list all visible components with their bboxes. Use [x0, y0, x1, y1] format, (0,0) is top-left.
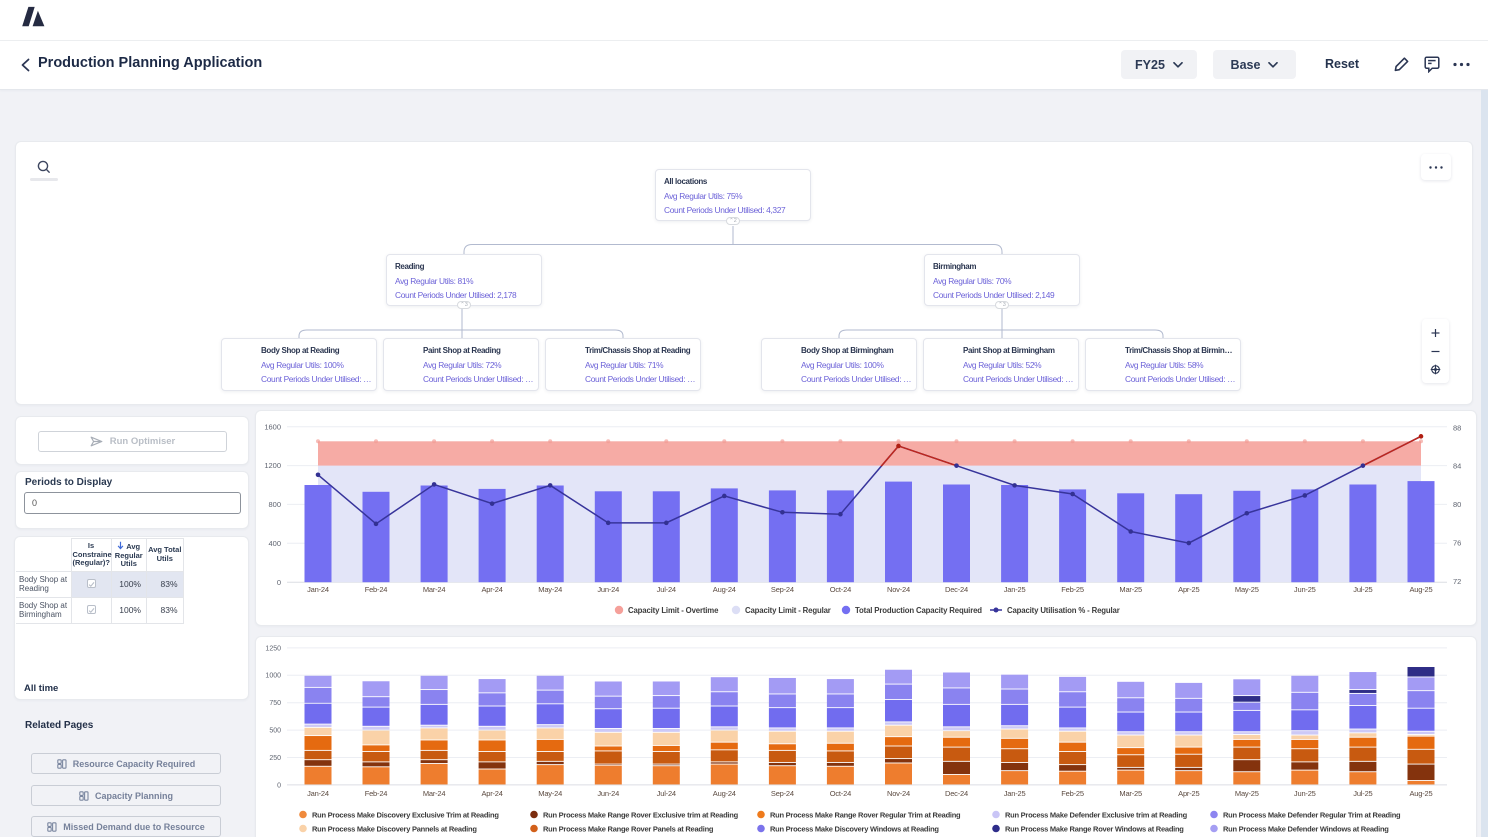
svg-text:Run Process Make Discovery Pan: Run Process Make Discovery Pannels at Re…	[312, 824, 477, 833]
svg-text:Mar-25: Mar-25	[1119, 789, 1142, 798]
svg-text:Jan-24: Jan-24	[307, 585, 329, 594]
svg-text:May-24: May-24	[538, 585, 562, 594]
svg-text:88: 88	[1453, 423, 1461, 432]
svg-text:Jan-25: Jan-25	[1004, 789, 1026, 798]
svg-text:Jun-24: Jun-24	[597, 585, 619, 594]
svg-text:Mar-24: Mar-24	[423, 585, 446, 594]
svg-text:Jun-24: Jun-24	[597, 789, 619, 798]
svg-text:Apr-25: Apr-25	[1178, 789, 1199, 798]
svg-text:Run Process Make Range Rover R: Run Process Make Range Rover Regular Tri…	[770, 810, 961, 819]
svg-text:Run Process Make Discovery Exc: Run Process Make Discovery Exclusive Tri…	[312, 810, 499, 819]
svg-text:400: 400	[268, 539, 281, 548]
svg-text:May-24: May-24	[538, 789, 562, 798]
svg-text:May-25: May-25	[1235, 789, 1259, 798]
svg-text:Run Process Make Discovery Win: Run Process Make Discovery Windows at Re…	[770, 824, 939, 833]
svg-text:500: 500	[269, 728, 281, 735]
svg-text:Jul-25: Jul-25	[1353, 585, 1372, 594]
svg-text:Apr-24: Apr-24	[481, 789, 502, 798]
svg-text:Apr-25: Apr-25	[1178, 585, 1199, 594]
svg-text:250: 250	[269, 755, 281, 762]
svg-text:Jul-24: Jul-24	[657, 585, 676, 594]
svg-text:1200: 1200	[264, 461, 281, 470]
svg-text:80: 80	[1453, 500, 1461, 509]
svg-text:1250: 1250	[265, 645, 281, 652]
svg-text:Aug-25: Aug-25	[1410, 585, 1433, 594]
svg-text:Feb-24: Feb-24	[365, 585, 388, 594]
svg-text:Jun-25: Jun-25	[1294, 585, 1316, 594]
svg-text:Total Production Capacity Requ: Total Production Capacity Required	[855, 606, 982, 615]
svg-text:Aug-25: Aug-25	[1410, 789, 1433, 798]
svg-text:Feb-25: Feb-25	[1061, 585, 1084, 594]
svg-text:Run Process Make Defender Excl: Run Process Make Defender Exclusive trim…	[1005, 810, 1188, 819]
svg-text:Dec-24: Dec-24	[945, 789, 968, 798]
svg-text:1000: 1000	[265, 673, 281, 680]
svg-text:84: 84	[1453, 462, 1461, 471]
svg-text:72: 72	[1453, 577, 1461, 586]
svg-text:Nov-24: Nov-24	[887, 789, 910, 798]
svg-text:Jul-24: Jul-24	[657, 789, 676, 798]
svg-text:Jan-25: Jan-25	[1004, 585, 1026, 594]
svg-text:Capacity Utilisation % - Regul: Capacity Utilisation % - Regular	[1007, 606, 1120, 615]
svg-text:Nov-24: Nov-24	[887, 585, 910, 594]
svg-text:Run Process Make Range Rover W: Run Process Make Range Rover Windows at …	[1005, 824, 1184, 833]
svg-text:Run Process Make Range Rover P: Run Process Make Range Rover Panels at R…	[543, 824, 714, 833]
svg-text:1600: 1600	[264, 422, 281, 431]
svg-text:Jul-25: Jul-25	[1353, 789, 1372, 798]
svg-text:May-25: May-25	[1235, 585, 1259, 594]
svg-text:Mar-25: Mar-25	[1119, 585, 1142, 594]
svg-text:Capacity Limit - Regular: Capacity Limit - Regular	[745, 606, 831, 615]
svg-text:Jun-25: Jun-25	[1294, 789, 1316, 798]
svg-text:Oct-24: Oct-24	[830, 789, 851, 798]
svg-text:Oct-24: Oct-24	[830, 585, 851, 594]
svg-text:Feb-25: Feb-25	[1061, 789, 1084, 798]
svg-text:Aug-24: Aug-24	[713, 789, 736, 798]
svg-text:Dec-24: Dec-24	[945, 585, 968, 594]
svg-text:Run Process Make Defender Wind: Run Process Make Defender Windows at Rea…	[1223, 824, 1389, 833]
svg-text:Sep-24: Sep-24	[771, 789, 794, 798]
svg-text:800: 800	[268, 500, 281, 509]
svg-text:750: 750	[269, 700, 281, 707]
svg-text:76: 76	[1453, 539, 1461, 548]
svg-text:Aug-24: Aug-24	[713, 585, 736, 594]
svg-text:Feb-24: Feb-24	[365, 789, 388, 798]
svg-text:0: 0	[277, 782, 281, 789]
svg-text:Run Process Make Defender Regu: Run Process Make Defender Regular Trim a…	[1223, 810, 1401, 819]
svg-text:Capacity Limit - Overtime: Capacity Limit - Overtime	[628, 606, 719, 615]
svg-text:Run Process Make Range Rover E: Run Process Make Range Rover Exclusive t…	[543, 810, 739, 819]
svg-text:Jan-24: Jan-24	[307, 789, 329, 798]
svg-text:Sep-24: Sep-24	[771, 585, 794, 594]
svg-text:Mar-24: Mar-24	[423, 789, 446, 798]
svg-text:Apr-24: Apr-24	[481, 585, 502, 594]
svg-text:0: 0	[277, 578, 281, 587]
